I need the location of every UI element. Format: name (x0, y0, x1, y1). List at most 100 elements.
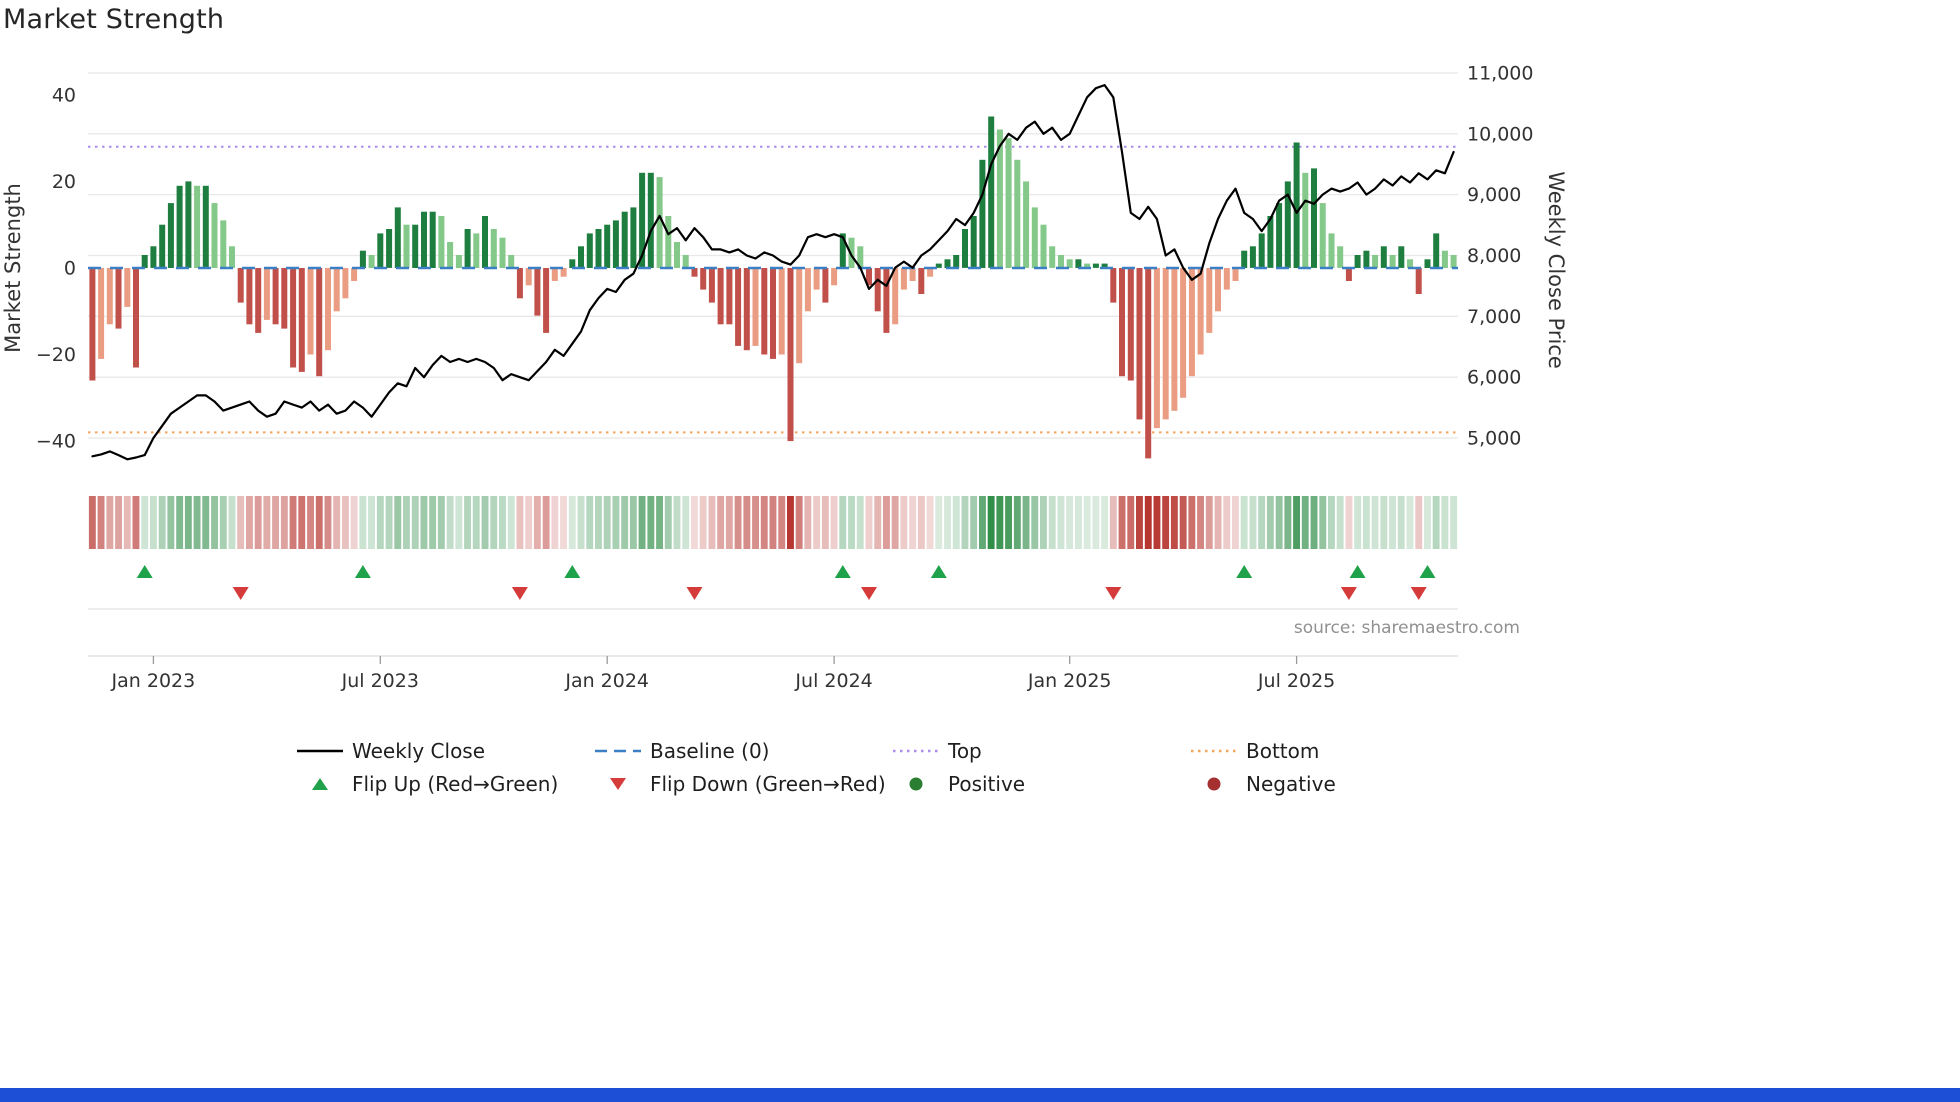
heatmap-cell (1092, 496, 1100, 549)
legend-item-weekly-close[interactable]: Weekly Close (297, 738, 595, 763)
heatmap-cell (150, 496, 157, 549)
heatmap-cell (944, 496, 951, 549)
heatmap-cell (839, 496, 847, 549)
flip-up-triangle-icon (297, 777, 343, 791)
strength-bar (342, 268, 349, 299)
heatmap-cell (778, 496, 786, 549)
flip-down-marker (686, 587, 703, 600)
strength-bar (359, 250, 366, 268)
strength-bar (630, 207, 637, 268)
strength-bar (874, 268, 881, 312)
flip-up-marker (1236, 565, 1253, 578)
left-axis-title: Market Strength (1, 183, 25, 353)
heatmap-cell (1406, 496, 1414, 549)
heatmap-cell (481, 496, 489, 549)
heatmap-cell (691, 496, 698, 549)
legend-item-positive[interactable]: Positive (893, 771, 1191, 796)
strength-bar (918, 268, 925, 294)
strength-bar (962, 229, 968, 268)
heatmap-cell (359, 496, 367, 549)
heatmap-cell (1441, 496, 1449, 549)
strength-bar (1433, 233, 1440, 268)
flip-up-marker (136, 565, 153, 578)
heatmap-cell (1136, 496, 1143, 549)
legend-item-negative[interactable]: Negative (1191, 771, 1489, 796)
left-tick-label: 0 (64, 258, 76, 280)
heatmap-cell (1266, 496, 1274, 549)
chart-canvas[interactable]: Jan 2023 Jul 2023 Jan 2024 Jul 2024 Jan 2025… (0, 0, 1960, 710)
strength-bar (464, 229, 471, 268)
strength-bar (1389, 255, 1396, 268)
strength-bar (202, 185, 209, 268)
strength-bar (1215, 268, 1221, 312)
heatmap-cell (1328, 496, 1335, 549)
strength-bar (560, 268, 567, 277)
heatmap-cell (883, 496, 890, 549)
heatmap-cell (1301, 496, 1309, 549)
heatmap-cell (533, 496, 541, 549)
heatmap-cell (464, 496, 471, 549)
strength-bar (1040, 224, 1047, 268)
strength-bar (822, 268, 829, 303)
heatmap-cell (525, 496, 533, 549)
bottom-line-icon (1191, 744, 1237, 758)
right-tick-label: 5,000 (1467, 428, 1521, 450)
heatmap-cell (350, 496, 358, 549)
strength-bar (1197, 268, 1204, 355)
strength-bar (229, 246, 235, 268)
strength-bar (1084, 263, 1091, 268)
strength-bar (307, 268, 314, 355)
left-tick-label: 40 (52, 84, 76, 106)
heatmap-cell (394, 496, 402, 549)
strength-bar (1180, 268, 1187, 398)
strength-bar (979, 159, 986, 268)
strength-bar (141, 255, 148, 268)
legend-item-baseline[interactable]: Baseline (0) (595, 738, 893, 763)
price-gridlines (88, 72, 1458, 439)
legend-item-bottom[interactable]: Bottom (1191, 738, 1489, 763)
strength-bar (412, 224, 419, 268)
strength-bar (569, 259, 576, 268)
heatmap-cell (996, 496, 1004, 549)
heatmap-cell (1371, 496, 1379, 549)
strength-bar (988, 116, 995, 268)
legend-item-flip-up[interactable]: Flip Up (Red→Green) (297, 771, 595, 796)
heatmap-cell (333, 496, 341, 549)
heatmap-cell (1127, 496, 1135, 549)
legend-label: Positive (948, 771, 1026, 796)
strength-bar (1249, 246, 1256, 268)
flip-down-marker (511, 587, 528, 600)
strength-bar (1023, 181, 1030, 268)
legend-label: Top (948, 738, 982, 763)
strength-bar (665, 216, 672, 268)
strength-bar (639, 172, 646, 268)
heatmap-cell (935, 496, 943, 549)
strength-bar (1293, 142, 1300, 268)
heatmap-cell (987, 496, 995, 549)
strength-bar (595, 229, 602, 268)
heatmap-cell (1013, 496, 1021, 549)
strength-bar (839, 233, 846, 268)
strength-bar (1188, 268, 1195, 377)
heatmap-cell (254, 496, 262, 549)
heatmap-cell (595, 496, 602, 549)
legend-item-top[interactable]: Top (893, 738, 1191, 763)
x-tick-label: Jul 2023 (341, 670, 419, 692)
strength-bar (403, 224, 410, 268)
strength-bar (717, 268, 724, 325)
strength-bar (1223, 268, 1230, 290)
strength-bar (1337, 246, 1344, 268)
strength-bar (953, 255, 960, 268)
left-tick-label: −20 (36, 344, 76, 366)
heatmap-cell (228, 496, 236, 549)
flip-down-marker (232, 587, 249, 600)
source-text: source: sharemaestro.com (1294, 618, 1520, 638)
right-tick-label: 7,000 (1467, 306, 1521, 328)
right-tick-label: 8,000 (1467, 245, 1521, 267)
heatmap-cell (717, 496, 725, 549)
strength-bar (1276, 203, 1283, 268)
strength-bar (1066, 259, 1073, 268)
heatmap-cell (88, 496, 96, 549)
heatmap-cell (760, 496, 768, 549)
legend-item-flip-down[interactable]: Flip Down (Green→Red) (595, 771, 893, 796)
